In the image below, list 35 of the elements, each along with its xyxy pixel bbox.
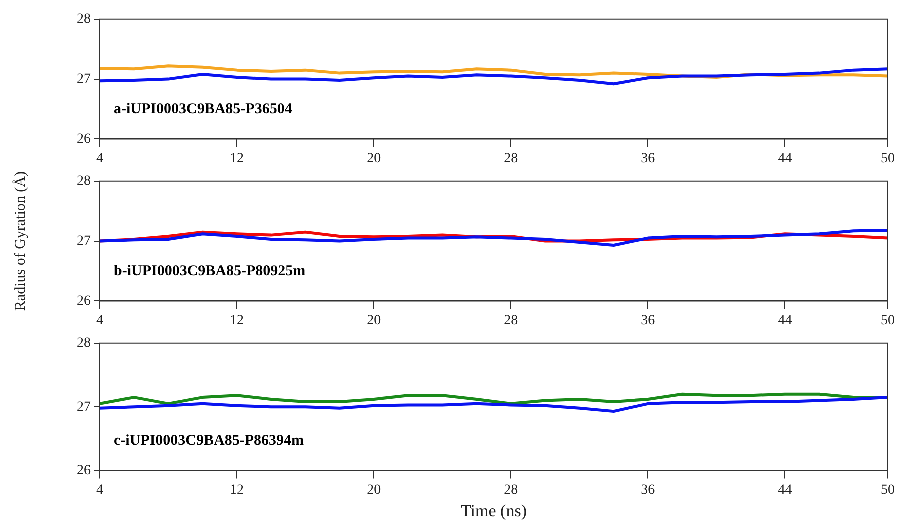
y-axis-title: Radius of Gyration (Å): [12, 172, 29, 312]
x-tick-label: 4: [96, 482, 104, 498]
y-tick-label: 28: [77, 174, 91, 190]
x-tick-label: 44: [778, 313, 792, 328]
x-tick-label: 36: [641, 151, 656, 166]
x-axis-title: Time (ns): [461, 501, 527, 520]
x-tick-label: 12: [230, 151, 244, 166]
x-tick-label: 44: [778, 151, 792, 166]
y-tick-label: 26: [77, 294, 91, 309]
annotation: c-iUPI0003C9BA85-P86394m: [114, 433, 304, 450]
x-tick-label: 4: [96, 313, 104, 328]
x-tick-label: 50: [881, 151, 895, 166]
x-tick-label: 36: [641, 482, 656, 498]
x-tick-label: 44: [778, 482, 792, 498]
x-tick-label: 4: [96, 151, 104, 166]
x-tick-label: 20: [367, 482, 382, 498]
x-tick-label: 20: [367, 151, 382, 166]
y-tick-label: 27: [77, 234, 91, 249]
y-tick-label: 26: [77, 463, 91, 478]
x-tick-label: 50: [881, 313, 895, 328]
annotation: a-iUPI0003C9BA85-P36504: [114, 102, 293, 118]
annotation: b-iUPI0003C9BA85-P80925m: [114, 264, 306, 280]
x-tick-label: 12: [230, 313, 244, 328]
y-tick-label: 28: [77, 336, 91, 352]
x-tick-label: 20: [367, 313, 382, 328]
y-tick-label: 27: [77, 400, 91, 415]
x-tick-label: 12: [230, 482, 244, 498]
x-tick-label: 36: [641, 313, 656, 328]
y-tick-label: 26: [77, 132, 91, 147]
x-tick-label: 50: [881, 482, 895, 498]
x-tick-label: 28: [504, 313, 518, 328]
y-tick-label: 28: [77, 12, 91, 28]
x-tick-label: 28: [504, 151, 518, 166]
y-tick-label: 27: [77, 72, 91, 87]
x-tick-label: 28: [504, 482, 518, 498]
